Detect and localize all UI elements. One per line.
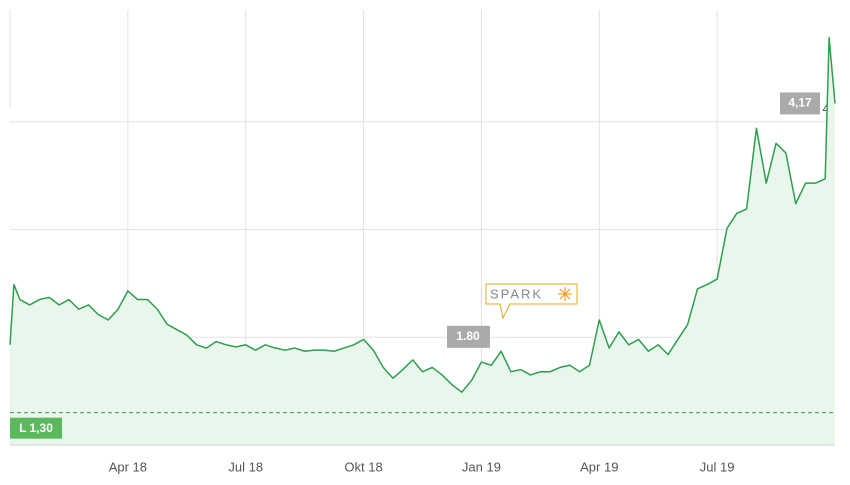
brand-text: SPARK (490, 286, 543, 301)
low-label-box (10, 417, 62, 439)
area (10, 37, 835, 445)
x-tick-label: Jan 19 (462, 459, 501, 474)
brand-star (558, 287, 572, 301)
line (9, 36, 836, 393)
x-tick-label: Okt 18 (344, 459, 382, 474)
x-tick-label: Jul 18 (228, 459, 263, 474)
x-tick-label: Jul 19 (700, 459, 735, 474)
last-label-box (780, 92, 820, 115)
low-label: L 1,30 (19, 421, 53, 435)
y-tick-label: 4 (822, 101, 829, 116)
brand-badge: SPARK (485, 283, 578, 320)
tooltip-label: 1.80 (456, 329, 480, 343)
last-label: 4,17 (788, 96, 812, 110)
x-tick-label: Apr 19 (580, 459, 618, 474)
x-tick-label: Apr 18 (109, 459, 147, 474)
tooltip-box (447, 325, 490, 348)
brand-box (485, 283, 578, 320)
